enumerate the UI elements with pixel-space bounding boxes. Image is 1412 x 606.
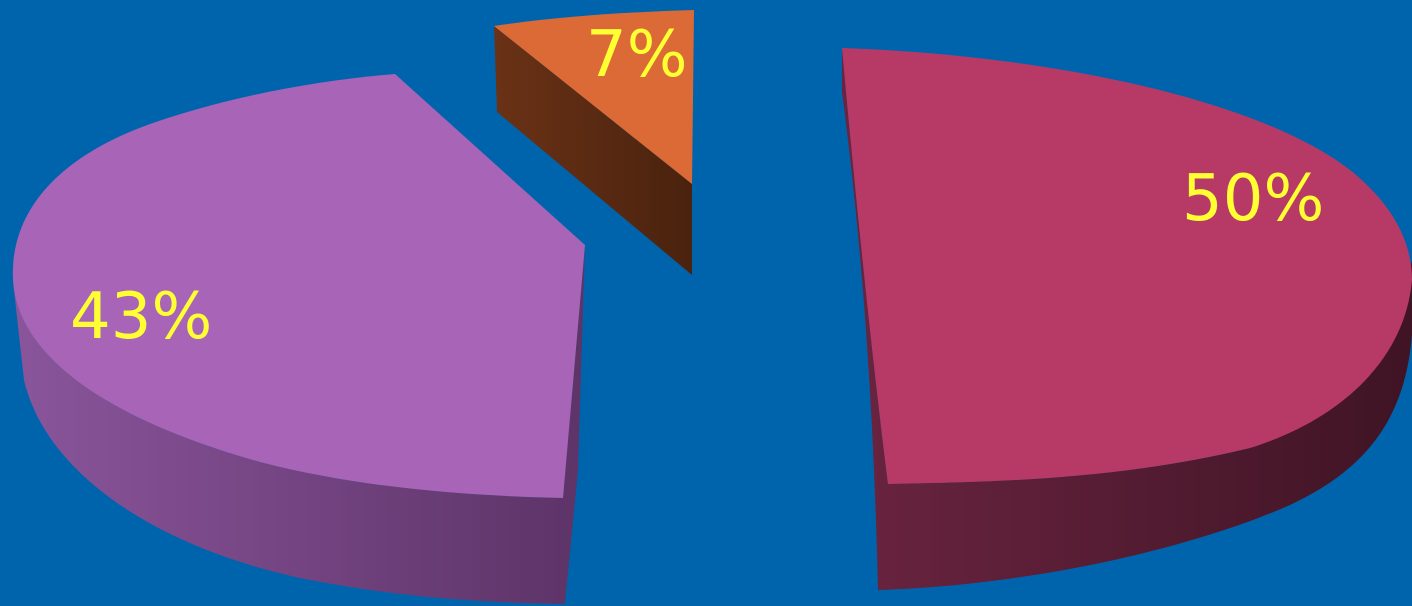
pie-slice-7: 7% <box>494 10 694 275</box>
pie-slice-43-top <box>12 74 586 498</box>
pie-slice-50: 50% <box>842 48 1412 590</box>
pie-slice-50-label: 50% <box>1182 162 1324 236</box>
pie-slice-7-side <box>494 26 692 275</box>
pie-slice-7-top <box>494 10 694 184</box>
pie-slice-43-side-inner <box>563 245 585 604</box>
pie-slice-43-side <box>14 290 565 604</box>
pie-slice-43: 43% <box>12 74 586 604</box>
pie-slice-43-label: 43% <box>70 280 212 354</box>
pie-slice-50-side <box>842 48 1412 590</box>
pie-slice-7-label: 7% <box>586 18 688 92</box>
pie-slice-50-top <box>842 48 1412 484</box>
